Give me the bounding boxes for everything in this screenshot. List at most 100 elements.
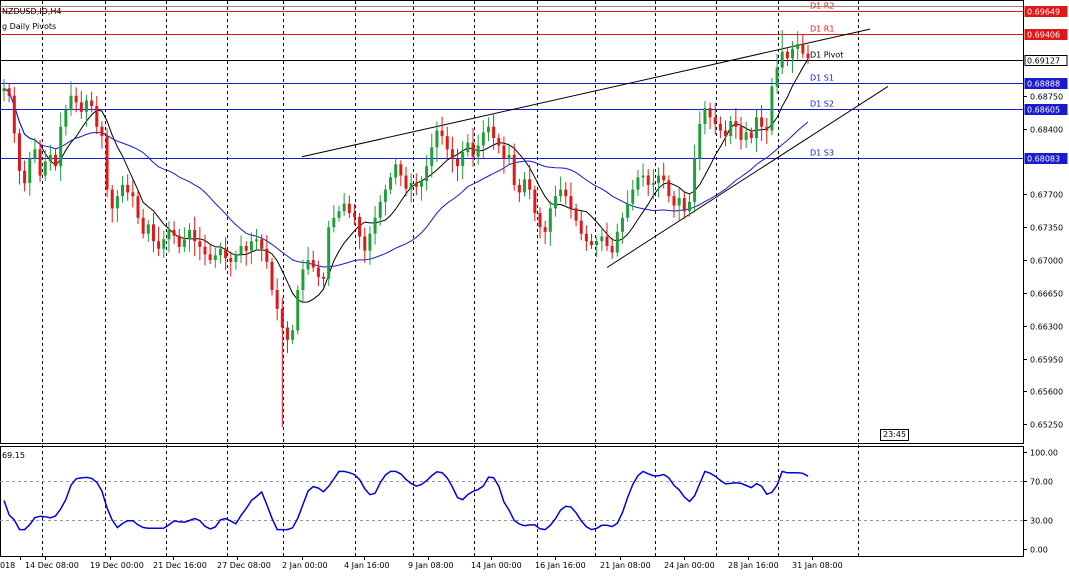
price-label: 0.69127 (1027, 57, 1060, 66)
price-label: 0.69406 (1027, 31, 1060, 40)
candle-body (713, 117, 717, 124)
price-tick-label: 0.67350 (1030, 224, 1063, 233)
time-tick-label: 27 Dec 08:00 (217, 561, 271, 570)
candle-body (785, 51, 789, 59)
candle-body (734, 121, 738, 127)
candle-body (796, 44, 800, 49)
candle-body (311, 260, 315, 268)
candle-body (172, 229, 176, 236)
price-tick-label: 0.68750 (1030, 93, 1063, 102)
price-axis[interactable]: 0.69649 0.69406 0.69127 0.68888 0.68750 0.686… (1023, 6, 1068, 430)
candle-body (471, 142, 475, 157)
time-axis[interactable]: 018 14 Dec 08:00 19 Dec 00:00 21 Dec 16:00 2… (0, 556, 843, 570)
candle-body (569, 196, 573, 209)
candle-body (445, 136, 449, 150)
candle-body (419, 181, 423, 187)
candle-body (193, 229, 197, 242)
price-label: 0.69649 (1027, 8, 1060, 17)
candle-body (584, 233, 588, 242)
time-tick-label: 31 Jan 08:00 (792, 561, 843, 570)
candle-body (724, 130, 728, 137)
trendlines[interactable] (301, 28, 889, 268)
candle-body (610, 245, 614, 253)
candle-body (198, 241, 202, 247)
candle-body (687, 201, 691, 212)
candle-body (33, 149, 37, 159)
candle-body (224, 248, 228, 259)
candle-body (162, 239, 166, 249)
candle-body (64, 109, 68, 127)
candle-body (739, 126, 743, 140)
candle-body (244, 245, 248, 251)
candle-body (157, 241, 161, 249)
oscillator-panel-frame (0, 446, 1024, 557)
candle-body (74, 95, 78, 103)
candle-body (265, 248, 269, 262)
candle-body (806, 53, 810, 59)
price-tick-label: 0.67000 (1030, 257, 1063, 266)
pivot-name: D1 R1 (810, 25, 834, 34)
candle-body (559, 189, 563, 197)
candle-body (84, 100, 88, 112)
price-tick-label: 0.66650 (1030, 290, 1063, 299)
candle-body (430, 147, 434, 167)
candles (2, 30, 810, 428)
candle-body (414, 183, 418, 187)
time-tick-label: 16 Jan 16:00 (535, 561, 586, 570)
price-tick-label: 0.66300 (1030, 323, 1063, 332)
time-tick-label: 9 Jan 08:00 (408, 561, 454, 570)
candle-body (595, 241, 599, 245)
candle-body (7, 88, 11, 96)
oscillator-line (3, 470, 809, 531)
candle-body (291, 330, 295, 340)
candle-body (399, 164, 403, 176)
candle-body (146, 224, 150, 234)
pivot-name: D1 S2 (810, 100, 834, 109)
candle-body (255, 239, 259, 242)
osc-tick-label: 100.00 (1030, 449, 1058, 458)
candle-body (574, 208, 578, 221)
candle-body (115, 196, 119, 209)
candle-body (677, 198, 681, 206)
candle-body (780, 51, 784, 68)
osc-tick-label: 30.00 (1030, 517, 1053, 526)
candle-body (177, 235, 181, 247)
candle-body (316, 267, 320, 277)
candle-body (69, 95, 73, 110)
candle-body (239, 245, 243, 255)
price-tick-label: 0.65950 (1030, 356, 1063, 365)
candle-body (425, 166, 429, 182)
candle-body (775, 67, 779, 87)
candle-body (151, 224, 155, 242)
time-tick-label: 4 Jan 16:00 (344, 561, 390, 570)
candle-body (456, 158, 460, 167)
time-tick-label: 2 Jan 00:00 (282, 561, 328, 570)
pivot-name: D1 S3 (810, 149, 834, 158)
candle-body (492, 126, 496, 139)
symbol-label: NZDUSD,ID,H4 (2, 7, 62, 16)
candle-body (698, 123, 702, 159)
candle-body (703, 107, 707, 124)
candle-body (322, 276, 326, 279)
price-label: 0.68083 (1027, 155, 1060, 164)
candle-body (218, 248, 222, 256)
candle-body (476, 145, 480, 157)
candle-body (54, 154, 58, 167)
candle-body (533, 189, 537, 214)
candle-body (440, 130, 444, 137)
candle-body (461, 152, 465, 167)
time-grid (42, 1, 859, 556)
candle-body (528, 179, 532, 190)
candle-body (17, 133, 21, 171)
time-tick-label: 14 Dec 08:00 (25, 561, 79, 570)
price-label-box (1024, 153, 1068, 164)
indicator-label: g Daily Pivots (2, 22, 57, 31)
trendline-resistance (301, 28, 871, 158)
candle-body (651, 183, 655, 185)
candle-timer: 23:45 (880, 429, 910, 441)
main-panel-frame (0, 0, 1024, 444)
candle-body (466, 142, 470, 153)
